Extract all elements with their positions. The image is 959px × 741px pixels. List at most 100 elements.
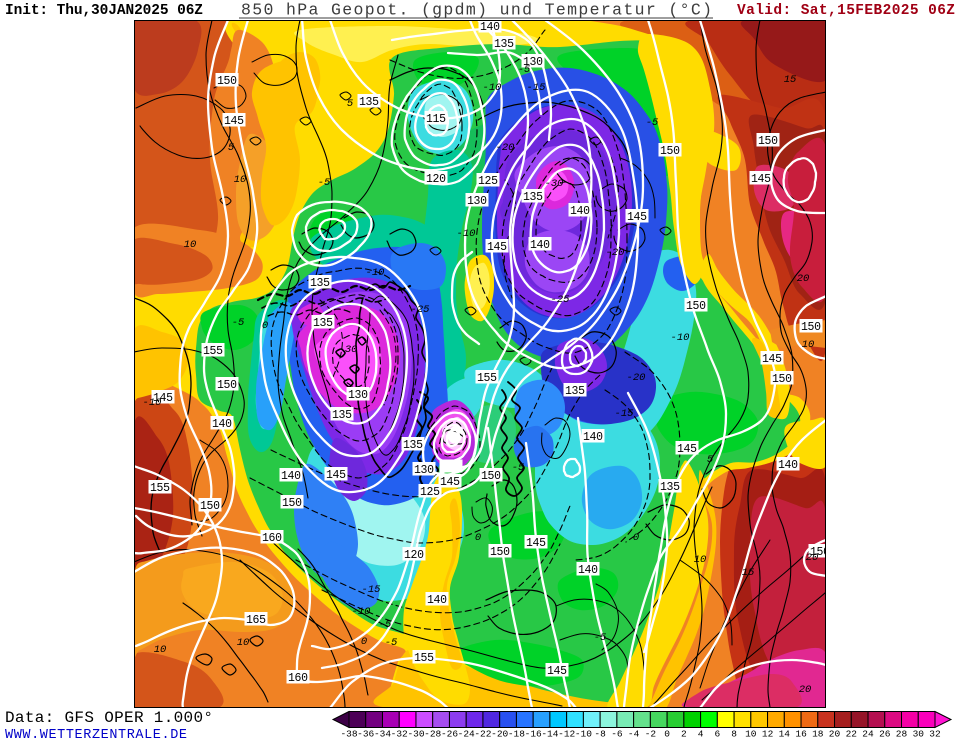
svg-text:-18: -18 [508, 729, 525, 740]
svg-text:-22: -22 [474, 729, 491, 740]
svg-text:-5: -5 [385, 637, 398, 649]
svg-text:-5: -5 [232, 317, 245, 329]
svg-text:-25: -25 [551, 294, 571, 306]
svg-text:-10: -10 [483, 82, 502, 94]
svg-text:145: 145 [526, 537, 546, 550]
svg-text:-5: -5 [594, 632, 607, 644]
svg-text:-20: -20 [627, 372, 646, 384]
svg-text:850 hPa Geopot. (gpdm) und Tem: 850 hPa Geopot. (gpdm) und Temperatur (°… [241, 1, 712, 20]
svg-text:Init: Thu,30JAN2025 06Z: Init: Thu,30JAN2025 06Z [5, 3, 203, 19]
svg-text:155: 155 [477, 372, 497, 385]
svg-text:24: 24 [862, 729, 874, 740]
svg-text:165: 165 [246, 614, 266, 627]
svg-text:-5: -5 [646, 117, 659, 129]
svg-text:5: 5 [347, 98, 354, 110]
svg-text:145: 145 [751, 173, 771, 186]
svg-text:-16: -16 [525, 729, 542, 740]
svg-text:16: 16 [795, 729, 807, 740]
svg-text:-15: -15 [362, 584, 382, 596]
svg-text:145: 145 [762, 353, 782, 366]
svg-text:WWW.WETTERZENTRALE.DE: WWW.WETTERZENTRALE.DE [5, 728, 187, 741]
svg-text:-5: -5 [518, 64, 531, 76]
svg-text:5: 5 [707, 454, 714, 466]
svg-text:-20: -20 [606, 247, 625, 259]
svg-text:-28: -28 [424, 729, 441, 740]
svg-text:-15: -15 [615, 408, 635, 420]
svg-text:150: 150 [686, 300, 706, 313]
svg-text:150: 150 [217, 75, 237, 88]
svg-text:-24: -24 [458, 729, 475, 740]
svg-text:15: 15 [784, 74, 797, 86]
svg-text:10: 10 [184, 239, 197, 251]
svg-text:-30: -30 [407, 729, 424, 740]
svg-text:150: 150 [758, 135, 778, 148]
svg-text:-30: -30 [339, 344, 358, 356]
svg-text:120: 120 [426, 173, 446, 186]
svg-text:20: 20 [797, 273, 810, 285]
svg-text:-38: -38 [340, 729, 357, 740]
svg-text:4: 4 [698, 729, 704, 740]
svg-text:-6: -6 [611, 729, 623, 740]
svg-text:150: 150 [772, 373, 792, 386]
svg-text:-10: -10 [575, 729, 592, 740]
svg-text:10: 10 [237, 637, 250, 649]
svg-text:160: 160 [288, 672, 308, 685]
svg-text:145: 145 [153, 392, 173, 405]
svg-text:145: 145 [440, 476, 460, 489]
svg-text:20: 20 [829, 729, 841, 740]
svg-text:-14: -14 [541, 729, 558, 740]
svg-text:155: 155 [414, 652, 434, 665]
svg-text:140: 140 [583, 431, 603, 444]
svg-text:140: 140 [530, 239, 550, 252]
svg-text:0: 0 [361, 636, 367, 648]
svg-text:155: 155 [203, 345, 223, 358]
svg-text:150: 150 [282, 497, 302, 510]
svg-text:-25: -25 [411, 304, 431, 316]
svg-text:0: 0 [475, 532, 481, 544]
svg-text:155: 155 [150, 482, 170, 495]
svg-text:20: 20 [806, 552, 819, 564]
svg-text:-5: -5 [318, 177, 331, 189]
svg-text:130: 130 [467, 195, 487, 208]
svg-text:150: 150 [660, 145, 680, 158]
svg-text:-5: -5 [379, 619, 392, 631]
svg-text:-10: -10 [143, 397, 162, 409]
svg-text:150: 150 [200, 500, 220, 513]
svg-text:135: 135 [523, 191, 543, 204]
svg-text:130: 130 [348, 389, 368, 402]
svg-text:145: 145 [326, 469, 346, 482]
svg-text:140: 140 [281, 470, 301, 483]
svg-text:-12: -12 [558, 729, 575, 740]
svg-text:145: 145 [677, 443, 697, 456]
svg-text:-10: -10 [352, 606, 371, 618]
svg-text:140: 140 [212, 418, 232, 431]
svg-text:-15: -15 [527, 82, 547, 94]
svg-text:6: 6 [714, 729, 720, 740]
svg-text:125: 125 [478, 175, 498, 188]
svg-text:10: 10 [802, 339, 815, 351]
svg-text:28: 28 [896, 729, 908, 740]
svg-text:Valid: Sat,15FEB2025 06Z: Valid: Sat,15FEB2025 06Z [737, 3, 955, 19]
svg-text:5: 5 [228, 142, 235, 154]
svg-text:Data: GFS OPER 1.000°: Data: GFS OPER 1.000° [5, 709, 213, 727]
svg-text:140: 140 [578, 564, 598, 577]
svg-text:150: 150 [217, 379, 237, 392]
svg-text:-26: -26 [441, 729, 458, 740]
svg-text:135: 135 [660, 481, 680, 494]
svg-text:140: 140 [570, 205, 590, 218]
svg-text:10: 10 [154, 644, 167, 656]
svg-text:2: 2 [681, 729, 687, 740]
svg-text:0: 0 [633, 532, 639, 544]
svg-text:140: 140 [427, 594, 447, 607]
svg-text:0: 0 [664, 729, 670, 740]
svg-text:145: 145 [547, 665, 567, 678]
svg-text:150: 150 [490, 546, 510, 559]
svg-text:145: 145 [627, 211, 647, 224]
svg-text:-20: -20 [491, 729, 508, 740]
svg-text:-36: -36 [357, 729, 374, 740]
svg-text:140: 140 [778, 459, 798, 472]
svg-text:145: 145 [487, 241, 507, 254]
svg-text:150: 150 [481, 470, 501, 483]
svg-text:-32: -32 [391, 729, 408, 740]
svg-text:10: 10 [694, 554, 707, 566]
